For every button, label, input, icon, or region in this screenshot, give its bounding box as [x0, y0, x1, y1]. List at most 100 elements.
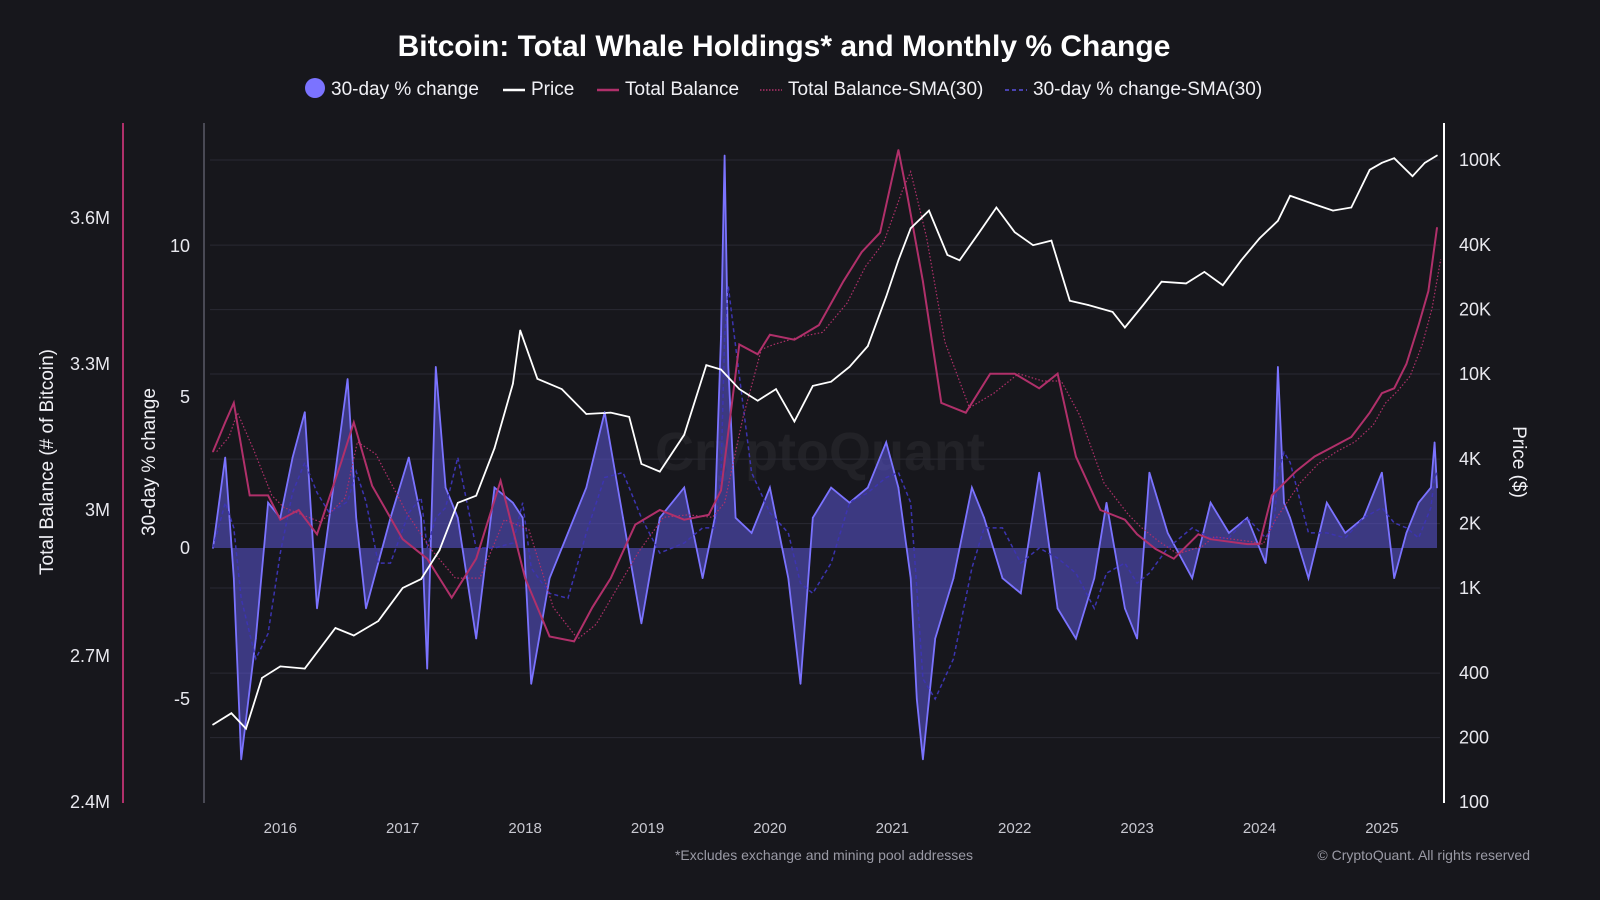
balance-point	[1436, 226, 1438, 229]
balance-point	[1154, 548, 1157, 550]
change-point	[567, 532, 569, 534]
change-point	[1277, 366, 1279, 368]
balance-point	[371, 484, 373, 487]
balance-point	[906, 192, 908, 195]
balance-point	[989, 372, 992, 375]
price-point	[1069, 299, 1071, 302]
price-point	[946, 254, 949, 256]
legend-label: Total Balance-SMA(30)	[788, 79, 983, 100]
balance-point	[1427, 290, 1430, 292]
change-point	[867, 486, 869, 489]
change-point	[1430, 486, 1432, 489]
balance-point	[233, 402, 235, 404]
price-point	[245, 727, 247, 730]
change-point	[1148, 471, 1151, 474]
price-point	[909, 227, 912, 230]
price-point	[230, 712, 233, 714]
change-point	[934, 637, 936, 640]
change-point	[727, 366, 730, 368]
price-point	[536, 377, 539, 380]
change-point	[212, 547, 214, 549]
price-point	[811, 385, 814, 387]
price-point	[261, 677, 263, 679]
balance-point	[738, 343, 741, 346]
balance-point	[1381, 392, 1383, 395]
balance-point	[1393, 387, 1395, 390]
change-area	[213, 155, 1437, 760]
price-point	[775, 388, 777, 390]
change-point	[830, 486, 832, 489]
change-point	[603, 411, 606, 413]
price-point	[683, 433, 686, 436]
y-tick-price: 4K	[1459, 449, 1481, 469]
balance-point	[224, 421, 227, 424]
change-point	[909, 577, 912, 579]
change-point	[750, 532, 753, 534]
balance-point	[267, 494, 269, 497]
balance-point	[756, 353, 759, 356]
price-point	[1289, 195, 1291, 197]
balance-point	[591, 606, 594, 609]
price-point	[1013, 231, 1016, 233]
change-point	[640, 622, 643, 625]
price-point	[457, 502, 459, 504]
change-point	[1344, 532, 1346, 534]
balance-point	[450, 596, 453, 599]
balance-point	[897, 149, 900, 151]
change-point	[1228, 532, 1230, 534]
price-point	[1050, 239, 1053, 242]
change-point	[1038, 471, 1040, 474]
price-point	[705, 364, 708, 366]
balance-point	[1313, 455, 1316, 458]
change-point	[1105, 501, 1108, 504]
watermark: CryptoQuant	[655, 422, 985, 482]
price-point	[561, 388, 563, 390]
change-point	[512, 501, 514, 504]
x-tick: 2022	[998, 820, 1031, 837]
price-point	[793, 420, 796, 423]
balance-point	[940, 402, 943, 404]
price-point	[848, 366, 851, 368]
change-point	[1124, 607, 1126, 610]
change-point	[1246, 517, 1249, 519]
change-point	[377, 562, 380, 564]
balance-point	[922, 280, 924, 283]
balance-point	[707, 514, 710, 516]
change-point	[1001, 577, 1004, 579]
price-point	[1332, 209, 1334, 212]
change-point	[521, 517, 524, 519]
balance-point	[1038, 387, 1040, 390]
price-point	[279, 665, 282, 668]
balance-point	[248, 494, 251, 497]
plot-area	[212, 149, 1442, 761]
x-tick: 2019	[631, 820, 664, 837]
y-tick-price: 40K	[1459, 235, 1491, 255]
balance-point	[1368, 411, 1371, 414]
x-tick: 2021	[876, 820, 909, 837]
x-tick: 2020	[753, 820, 786, 837]
change-point	[267, 501, 269, 504]
change-point	[304, 411, 306, 413]
legend-item-3: Total Balance-SMA(30)	[760, 79, 983, 100]
price-point	[1142, 304, 1145, 306]
balance-point	[401, 538, 404, 540]
y-tick-change: -5	[174, 689, 190, 709]
change-point	[1283, 501, 1285, 504]
y-tick-price: 20K	[1459, 300, 1491, 320]
price-line	[212, 154, 1438, 731]
change-point	[683, 486, 686, 489]
change-point	[922, 758, 924, 761]
y-tick-price: 200	[1459, 728, 1489, 748]
change-point	[316, 607, 318, 610]
change-point	[658, 517, 661, 519]
change-point	[291, 456, 294, 459]
change-point	[1417, 501, 1420, 504]
balance-point	[499, 480, 502, 482]
price-point	[512, 382, 514, 385]
balance-point	[475, 557, 477, 560]
price-point	[1032, 244, 1034, 246]
balance-point	[683, 518, 686, 521]
x-tick: 2024	[1243, 820, 1276, 837]
balance-point	[964, 411, 967, 414]
price-point	[212, 723, 214, 726]
